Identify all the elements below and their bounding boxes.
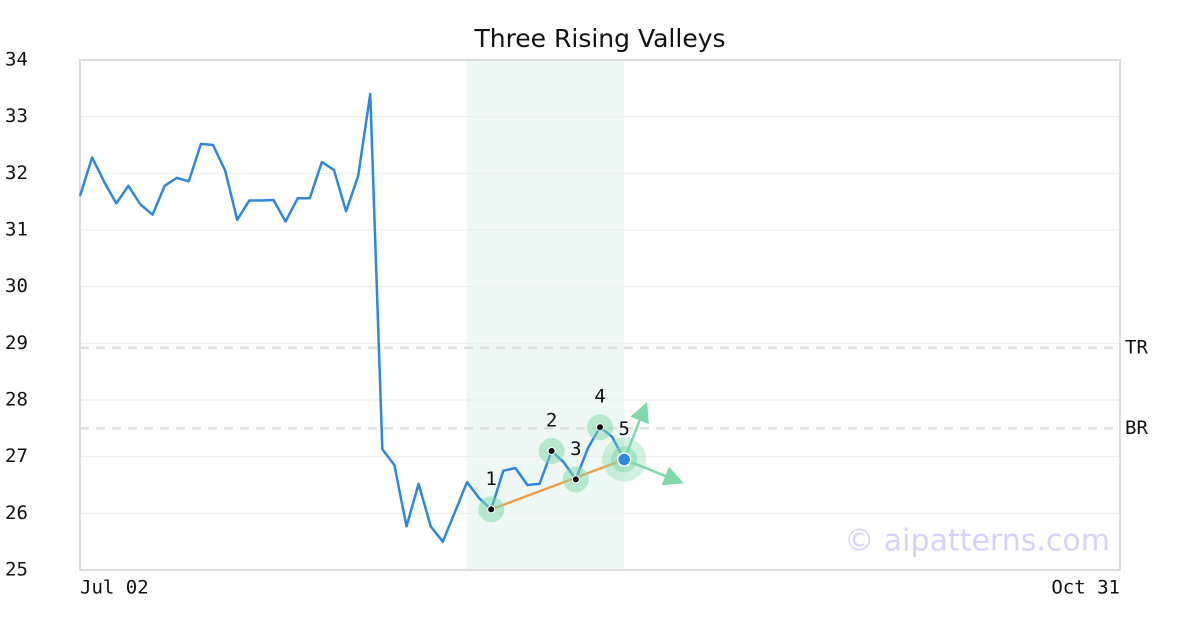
pattern-label: 3 [570, 438, 581, 460]
pattern-label: 4 [594, 386, 605, 408]
y-tick-label: 34 [5, 49, 28, 71]
y-tick-label: 26 [5, 502, 28, 524]
pattern-label: 2 [546, 410, 557, 432]
y-tick-label: 31 [5, 219, 28, 241]
pattern-label: 5 [618, 418, 629, 440]
highlight-band [466, 60, 625, 570]
x-tick-label: Jul 02 [80, 577, 149, 599]
pattern-label: 1 [485, 468, 496, 490]
reference-label: BR [1125, 417, 1148, 439]
pattern-point [487, 505, 496, 514]
plot-frame [79, 59, 1121, 571]
y-tick-label: 25 [5, 559, 28, 581]
pattern-point [547, 447, 556, 455]
pattern-point [596, 423, 604, 432]
watermark: © aipatterns.com [844, 524, 1110, 559]
pattern-point [616, 452, 632, 467]
y-tick-label: 30 [5, 275, 28, 297]
y-tick-label: 32 [5, 162, 28, 184]
y-tick-label: 33 [5, 105, 28, 127]
reference-label: TR [1125, 336, 1148, 358]
y-tick-label: 28 [5, 389, 28, 411]
chart-title: Three Rising Valleys [473, 24, 725, 53]
trend-line [490, 458, 625, 511]
pattern-point [571, 475, 580, 484]
x-tick-label: Oct 31 [1051, 577, 1120, 599]
y-tick-label: 27 [5, 445, 28, 467]
price-line [78, 92, 626, 543]
y-tick-label: 29 [5, 332, 28, 354]
